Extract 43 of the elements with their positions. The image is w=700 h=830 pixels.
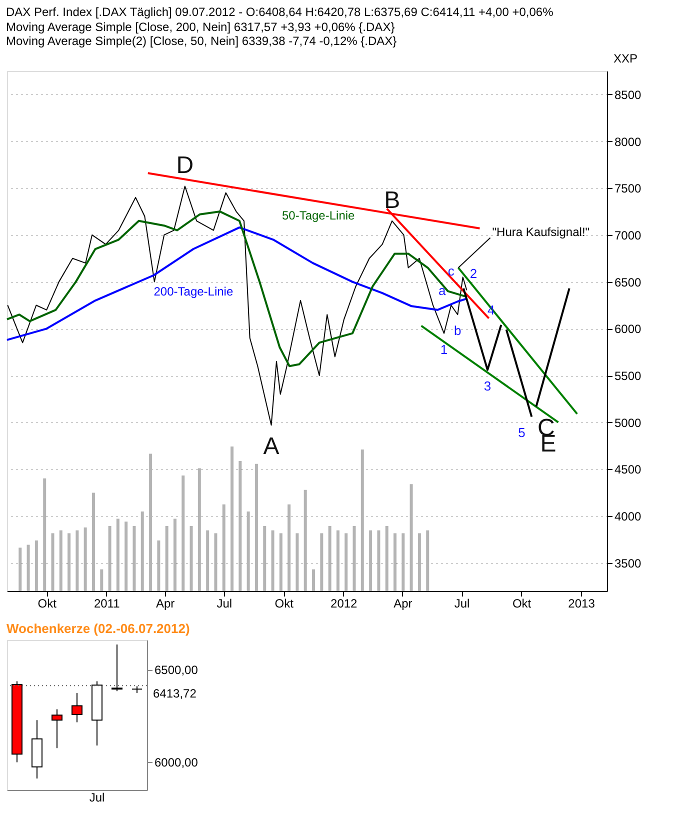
annotation: A xyxy=(263,433,280,460)
y-tick-label: 8500 xyxy=(614,88,642,102)
annotation: D xyxy=(176,152,194,180)
annotation: 1 xyxy=(440,342,448,357)
y-tick-label: 4000 xyxy=(614,510,642,524)
x-tick-label: Jul xyxy=(454,596,470,610)
x-tick-label: 2012 xyxy=(330,596,358,610)
y-tick-label: 7000 xyxy=(614,228,642,242)
y-tick-label: 6500,00 xyxy=(154,663,198,678)
x-tick-label: Jul xyxy=(89,790,105,804)
annotation: 3 xyxy=(484,378,492,394)
x-tick-label: Apr xyxy=(394,596,412,610)
chart-title: DAX Perf. Index [.DAX Täglich] 09.07.2012 - O:6408,64 H:6420,78 L:6375,69 C:6414,11 +4,00 +0,06% xyxy=(6,5,554,19)
y-tick-label: 6500 xyxy=(614,275,642,290)
x-tick-label: Apr xyxy=(156,596,175,610)
annotation: a xyxy=(438,283,446,298)
y-tick-label: 3500 xyxy=(614,556,642,570)
y-tick-label: 5000 xyxy=(614,416,642,430)
chart-title: Wochenkerze (02.-06.07.2012) xyxy=(6,621,190,636)
y-tick-label: 7500 xyxy=(614,182,642,196)
annotation: 5 xyxy=(518,425,526,440)
y-tick-label: 8000 xyxy=(614,134,642,149)
y-axis-title: XXP xyxy=(614,52,638,66)
x-tick-label: 2011 xyxy=(94,596,120,610)
y-tick-label: 4500 xyxy=(614,462,642,477)
annotation: "Hura Kaufsignal!" xyxy=(492,224,590,239)
annotation: 2 xyxy=(470,266,478,281)
x-tick-label: Okt xyxy=(38,596,58,610)
annotation: c xyxy=(448,264,455,279)
text: Moving Average Simple(2) [Close, 50, Nein] 6339,38 -7,74 -0,12% {.DAX} xyxy=(6,34,397,48)
annotation: b xyxy=(454,323,462,338)
series-label: 200-Tage-Linie xyxy=(154,284,234,298)
text: Moving Average Simple [Close, 200, Nein] 6317,57 +3,93 +0,06% {.DAX} xyxy=(6,20,395,34)
ref-line-label: 6413,72 xyxy=(153,686,197,701)
x-tick-label: Okt xyxy=(274,596,294,610)
x-tick-label: 2013 xyxy=(568,596,596,610)
text: 50-Tage-Linie xyxy=(282,208,356,223)
annotation: B xyxy=(384,186,400,214)
y-tick-label: 5500 xyxy=(614,369,642,384)
x-tick-label: Jul xyxy=(216,596,232,610)
y-tick-label: 6000,00 xyxy=(154,756,198,770)
x-tick-label: Okt xyxy=(512,596,532,610)
y-tick-label: 6000 xyxy=(614,322,642,336)
